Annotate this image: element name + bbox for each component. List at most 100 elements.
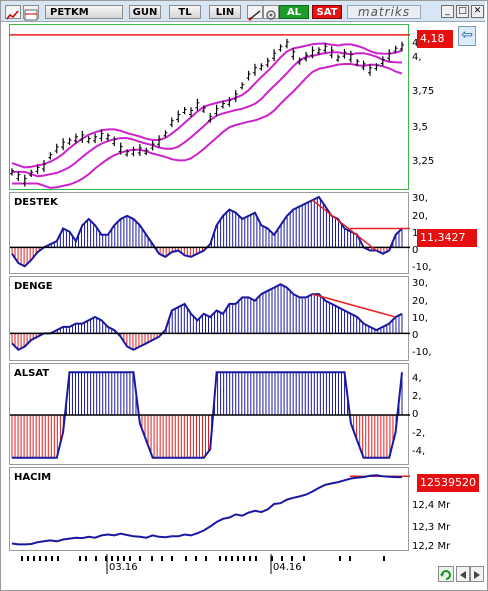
- x-tick: [105, 556, 107, 561]
- denge-ytick: 30,: [412, 278, 428, 289]
- hacim-ytick: 12,3 Mr: [412, 522, 451, 533]
- alsat-panel: ALSAT: [9, 363, 410, 465]
- price-chart: [10, 34, 410, 189]
- x-tick: [383, 556, 385, 561]
- alsat-ytick: 4,: [412, 373, 422, 384]
- denge-ytick: -10,: [412, 347, 432, 358]
- denge-ytick: 20,: [412, 296, 428, 307]
- scale-button[interactable]: LIN: [209, 5, 241, 19]
- sell-button[interactable]: SAT: [312, 5, 342, 19]
- x-tick: [45, 556, 47, 561]
- x-tick: [39, 556, 41, 561]
- x-tick: [231, 556, 233, 561]
- x-tick: [85, 556, 87, 561]
- destek-title: DESTEK: [14, 197, 58, 208]
- x-tick: [205, 556, 207, 561]
- histogram-outline: [12, 371, 403, 459]
- trend-line: [312, 293, 396, 318]
- hacim-value-badge: 12539520: [417, 474, 479, 492]
- x-tick: [111, 556, 113, 561]
- x-tick: [151, 556, 153, 561]
- x-tick: [243, 556, 245, 561]
- destek-ytick: -10,: [412, 262, 432, 273]
- x-tick: [21, 556, 23, 561]
- toolbar: PETKM GUN TL LIN AL SAT matriks _ □ ✕: [1, 1, 485, 22]
- alsat-title: ALSAT: [14, 368, 50, 379]
- denge-ytick: 0: [412, 330, 419, 341]
- alsat-ytick: -4,: [412, 446, 426, 457]
- x-tick: [303, 556, 305, 561]
- hacim-chart: [11, 474, 410, 546]
- x-tick: [171, 556, 173, 561]
- x-tick: [51, 556, 53, 561]
- band-line-lower: [12, 63, 403, 189]
- buy-button[interactable]: AL: [279, 5, 309, 19]
- hacim-panel: HACIM: [9, 467, 410, 551]
- brand-logo: matriks: [347, 5, 421, 19]
- x-axis-label: 03.16: [109, 562, 138, 573]
- x-tick: [195, 556, 197, 561]
- x-tick: [161, 556, 163, 561]
- alsat-ytick: 2,: [412, 391, 422, 402]
- x-axis: 03.16 04.16: [9, 554, 409, 576]
- settings-icon[interactable]: [263, 5, 279, 20]
- maximize-icon[interactable]: □: [456, 5, 469, 18]
- destek-ytick: 30,: [412, 193, 428, 204]
- destek-ytick: 20,: [412, 211, 428, 222]
- band-line-upper: [11, 42, 403, 169]
- x-tick: [117, 556, 119, 561]
- histogram-outline: [11, 195, 403, 268]
- denge-ytick: 10,: [412, 313, 428, 324]
- volume-line: [11, 474, 402, 546]
- grid-icon[interactable]: [23, 5, 39, 21]
- close-icon[interactable]: ✕: [471, 5, 484, 18]
- scroll-right-icon[interactable]: [470, 566, 484, 582]
- scroll-left-icon[interactable]: [456, 566, 470, 582]
- x-tick: [129, 556, 131, 561]
- alsat-ytick: 0: [412, 409, 419, 420]
- price-panel: [9, 24, 410, 190]
- destek-panel: DESTEK: [9, 192, 410, 274]
- hacim-ytick: 12,2 Mr: [412, 541, 451, 552]
- chart-type-icon[interactable]: [5, 5, 21, 20]
- x-tick: [33, 556, 35, 561]
- x-tick: [271, 556, 273, 561]
- x-tick: [139, 556, 141, 561]
- currency-button[interactable]: TL: [169, 5, 201, 19]
- x-tick: [219, 556, 221, 561]
- x-tick: [123, 556, 125, 561]
- x-tick: [339, 556, 341, 561]
- denge-panel: DENGE: [9, 276, 410, 361]
- symbol-selector[interactable]: PETKM: [45, 5, 123, 19]
- back-arrow-icon[interactable]: ⇦: [458, 26, 476, 46]
- x-axis-ticks: [21, 554, 385, 574]
- histogram-outline: [11, 283, 403, 352]
- x-tick: [255, 556, 257, 561]
- x-tick: [281, 556, 283, 561]
- period-button[interactable]: GUN: [129, 5, 161, 19]
- x-tick: [225, 556, 227, 561]
- destek-chart: [10, 195, 410, 268]
- x-tick: [79, 556, 81, 561]
- destek-value-badge: 11,3427: [417, 229, 477, 247]
- x-tick: [95, 556, 97, 561]
- x-tick: [57, 556, 59, 561]
- alsat-ytick: -2,: [412, 428, 426, 439]
- x-tick: [237, 556, 239, 561]
- minimize-icon[interactable]: _: [441, 5, 454, 18]
- denge-title: DENGE: [14, 281, 53, 292]
- x-tick: [27, 556, 29, 561]
- x-tick: [349, 556, 351, 561]
- price-ytick: 3,25: [412, 156, 435, 167]
- x-tick: [291, 556, 293, 561]
- hacim-ytick: 12,4 Mr: [412, 500, 451, 511]
- alsat-chart: [10, 371, 410, 459]
- price-last-badge: 4,18: [417, 30, 453, 48]
- x-tick: [249, 556, 251, 561]
- draw-tool-icon[interactable]: [247, 5, 263, 21]
- refresh-icon[interactable]: [438, 566, 454, 582]
- trend-line: [312, 199, 377, 252]
- denge-chart: [10, 283, 410, 352]
- price-ytick: 3,75: [412, 86, 435, 97]
- x-tick: [185, 556, 187, 561]
